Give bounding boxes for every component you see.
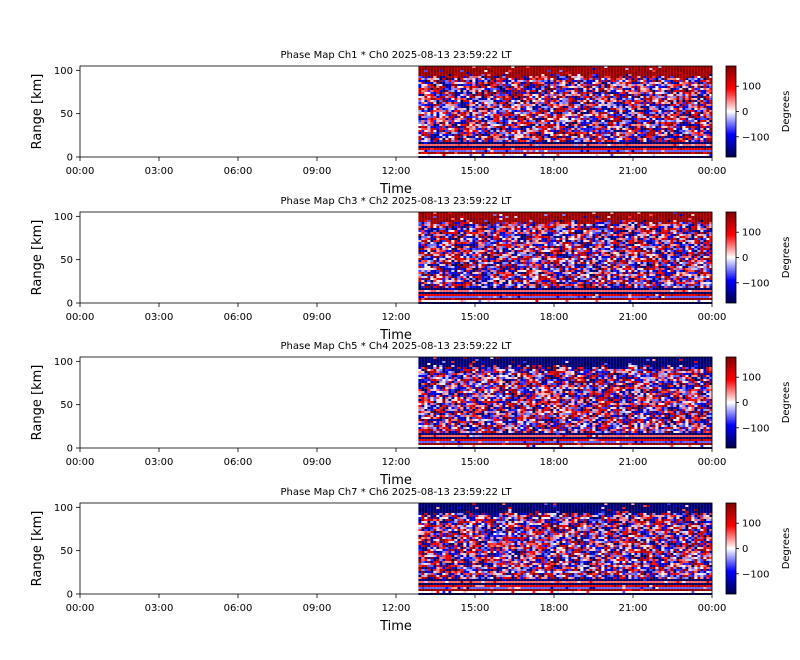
colorbar-gradient	[725, 65, 737, 158]
x-axis-label: Time	[379, 328, 412, 343]
colorbar-tick-label: −100	[742, 278, 769, 289]
colorbar: 100 0 −100 Degrees	[725, 65, 792, 158]
heatmap-cells	[418, 503, 713, 595]
x-tick-label: 00:00	[698, 603, 727, 614]
colorbar-tick-label: −100	[742, 423, 769, 434]
y-tick-label: 50	[60, 400, 73, 411]
colorbar-gradient	[725, 502, 737, 595]
x-tick-label: 21:00	[619, 312, 648, 323]
chart-title: Phase Map Ch3 * Ch2 2025-08-13 23:59:22 …	[281, 196, 513, 207]
x-tick-label: 21:00	[619, 603, 648, 614]
x-tick-label: 06:00	[224, 457, 253, 468]
y-tick-label: 0	[67, 444, 73, 455]
y-tick-label: 100	[54, 357, 73, 368]
y-axis-label: Range [km]	[30, 365, 45, 441]
colorbar: 100 0 −100 Degrees	[725, 502, 792, 595]
x-tick-label: 18:00	[540, 603, 569, 614]
colorbar-tick-label: 100	[742, 519, 761, 530]
x-tick-label: 03:00	[145, 166, 174, 177]
y-tick-label: 50	[60, 255, 73, 266]
colorbar-label: Degrees	[781, 237, 792, 279]
colorbar-gradient	[725, 356, 737, 449]
x-tick-label: 12:00	[382, 603, 411, 614]
phase-map-panel-2: Phase Map Ch3 * Ch2 2025-08-13 23:59:22 …	[30, 196, 792, 343]
y-axis-label: Range [km]	[30, 220, 45, 296]
phase-map-panel-1: Phase Map Ch1 * Ch0 2025-08-13 23:59:22 …	[30, 50, 792, 197]
x-tick-label: 15:00	[461, 603, 490, 614]
colorbar: 100 0 −100 Degrees	[725, 356, 792, 449]
colorbar-gradient	[725, 211, 737, 304]
x-tick-label: 03:00	[145, 603, 174, 614]
y-axis-label: Range [km]	[30, 511, 45, 587]
heatmap-cells	[418, 357, 713, 449]
x-tick-label: 12:00	[382, 312, 411, 323]
x-tick-label: 00:00	[66, 312, 95, 323]
x-tick-label: 00:00	[698, 312, 727, 323]
y-tick-label: 100	[54, 503, 73, 514]
x-tick-label: 09:00	[303, 312, 332, 323]
x-tick-label: 00:00	[66, 457, 95, 468]
y-tick-label: 50	[60, 546, 73, 557]
x-tick-label: 21:00	[619, 457, 648, 468]
colorbar-tick-label: 0	[742, 398, 748, 409]
phase-map-panel-4: Phase Map Ch7 * Ch6 2025-08-13 23:59:22 …	[30, 487, 792, 634]
y-tick-label: 100	[54, 212, 73, 223]
x-tick-label: 00:00	[698, 457, 727, 468]
phase-map-panel-3: Phase Map Ch5 * Ch4 2025-08-13 23:59:22 …	[30, 341, 792, 488]
y-tick-label: 100	[54, 66, 73, 77]
x-tick-label: 21:00	[619, 166, 648, 177]
colorbar-tick-label: 0	[742, 253, 748, 264]
x-tick-label: 18:00	[540, 457, 569, 468]
colorbar-tick-label: 0	[742, 544, 748, 555]
colorbar-label: Degrees	[781, 528, 792, 570]
colorbar-tick-label: −100	[742, 132, 769, 143]
colorbar: 100 0 −100 Degrees	[725, 211, 792, 304]
x-tick-label: 06:00	[224, 166, 253, 177]
x-tick-label: 03:00	[145, 312, 174, 323]
y-axis-label: Range [km]	[30, 74, 45, 150]
x-axis-label: Time	[379, 182, 412, 197]
x-tick-label: 12:00	[382, 457, 411, 468]
colorbar-tick-label: 0	[742, 107, 748, 118]
y-tick-label: 0	[67, 590, 73, 601]
chart-title: Phase Map Ch1 * Ch0 2025-08-13 23:59:22 …	[281, 50, 513, 61]
y-tick-label: 0	[67, 299, 73, 310]
colorbar-tick-label: 100	[742, 373, 761, 384]
x-tick-label: 12:00	[382, 166, 411, 177]
chart-title: Phase Map Ch5 * Ch4 2025-08-13 23:59:22 …	[281, 341, 513, 352]
x-tick-label: 00:00	[698, 166, 727, 177]
colorbar-label: Degrees	[781, 91, 792, 133]
y-tick-label: 50	[60, 109, 73, 120]
x-tick-label: 09:00	[303, 457, 332, 468]
x-tick-label: 15:00	[461, 312, 490, 323]
x-tick-label: 03:00	[145, 457, 174, 468]
x-tick-label: 09:00	[303, 166, 332, 177]
x-tick-label: 00:00	[66, 603, 95, 614]
heatmap-cells	[418, 66, 713, 158]
heatmap-cells	[418, 212, 713, 304]
colorbar-tick-label: 100	[742, 82, 761, 93]
x-tick-label: 06:00	[224, 312, 253, 323]
x-axis-label: Time	[379, 473, 412, 488]
colorbar-tick-label: 100	[742, 228, 761, 239]
colorbar-label: Degrees	[781, 382, 792, 424]
y-tick-label: 0	[67, 153, 73, 164]
x-tick-label: 00:00	[66, 166, 95, 177]
x-axis-label: Time	[379, 619, 412, 634]
colorbar-tick-label: −100	[742, 569, 769, 580]
x-tick-label: 09:00	[303, 603, 332, 614]
x-tick-label: 18:00	[540, 166, 569, 177]
chart-title: Phase Map Ch7 * Ch6 2025-08-13 23:59:22 …	[281, 487, 513, 498]
x-tick-label: 06:00	[224, 603, 253, 614]
x-tick-label: 15:00	[461, 457, 490, 468]
x-tick-label: 18:00	[540, 312, 569, 323]
x-tick-label: 15:00	[461, 166, 490, 177]
